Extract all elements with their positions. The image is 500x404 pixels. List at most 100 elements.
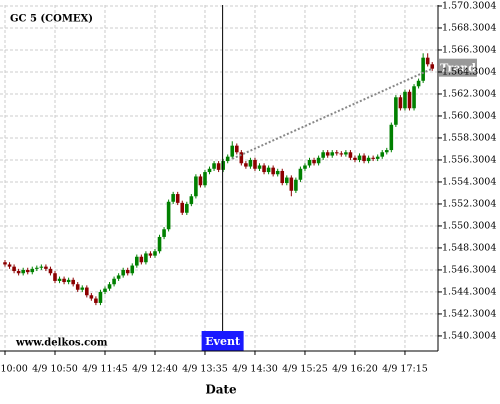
x-tick-label: 4/9 15:25 (282, 364, 328, 375)
candle-body (316, 157, 321, 164)
candle-body (371, 157, 375, 159)
candle-body (271, 167, 275, 175)
event-label-box (201, 331, 244, 351)
candle-body (80, 287, 85, 290)
candle-body (185, 203, 189, 213)
candle-body (66, 279, 71, 283)
candle-body (139, 256, 144, 263)
y-tick-label: 1.568.3004 (442, 22, 496, 33)
candle-body (207, 168, 212, 173)
candle-body (239, 152, 244, 164)
candle-body (221, 161, 225, 170)
y-tick-label: 1.556.3004 (442, 154, 496, 165)
candle-body (430, 64, 435, 69)
chart-title: GC 5 (COMEX) (10, 14, 93, 25)
candle-body (325, 152, 330, 156)
candle-body (294, 179, 298, 191)
candle-body (30, 268, 35, 273)
candle-body (416, 80, 421, 87)
y-tick-label: 1.560.3004 (442, 110, 496, 121)
candle-body (75, 284, 80, 290)
candle-body (362, 155, 366, 162)
watermark: www.delkos.com (15, 338, 108, 349)
y-tick-label: 1.570.3004 (442, 0, 496, 11)
candle-body (366, 157, 371, 162)
candle-body (212, 163, 216, 169)
candle-body (407, 91, 412, 109)
y-tick-label: 1.550.3004 (442, 220, 496, 231)
candle-body (12, 266, 16, 272)
x-tick-label: 4/9 16:20 (332, 364, 378, 375)
candle-body (85, 287, 89, 296)
candle-body (53, 273, 57, 281)
candle-body (284, 177, 289, 184)
candle-body (71, 279, 75, 285)
candle-body (171, 194, 175, 202)
y-tick-label: 1.554.3004 (442, 176, 496, 187)
candle-body (357, 155, 362, 160)
candle-body (266, 167, 271, 173)
candle-body (157, 236, 162, 252)
y-tick-label: 1.552.3004 (442, 198, 496, 209)
candle-body (121, 269, 125, 276)
event-label: Event (205, 335, 241, 348)
x-tick-label: 4/9 14:30 (232, 364, 278, 375)
candle-body (98, 291, 103, 303)
candle-body (225, 156, 230, 162)
candle-body (403, 91, 407, 109)
candle-body (135, 256, 139, 266)
candle-body (7, 264, 12, 267)
candle-body (425, 57, 430, 65)
candle-body (203, 172, 207, 186)
x-tick-label: 4/9 11:45 (82, 364, 128, 375)
candle-body (25, 269, 30, 273)
x-tick-label: 4/9 13:35 (182, 364, 228, 375)
candle-body (339, 153, 344, 155)
candle-body (3, 262, 7, 265)
candle-body (103, 288, 107, 292)
y-tick-label: 1.540.3004 (442, 330, 496, 341)
trend-label-box (439, 58, 477, 77)
candle-body (39, 266, 44, 268)
y-tick-label: 1.564.3004 (442, 66, 496, 77)
candle-body (107, 284, 112, 289)
candle-body (244, 163, 248, 167)
candle-body (321, 152, 325, 158)
candle-body (275, 170, 280, 175)
candle-body (230, 145, 235, 157)
candle-body (21, 269, 25, 274)
candle-body (189, 196, 194, 204)
x-tick-label: 4/9 12:40 (132, 364, 178, 375)
candle-body (44, 266, 48, 269)
x-axis-label: Date (205, 383, 237, 397)
candle-body (198, 176, 203, 186)
overlays: Trend Event (201, 5, 477, 351)
y-tick-label: 1.562.3004 (442, 88, 496, 99)
candle-body (280, 170, 285, 184)
candle-body (234, 145, 239, 153)
candle-body (130, 265, 135, 274)
candle-body (166, 201, 171, 230)
x-tick-label: 4/9 10:00 (0, 364, 28, 375)
candles (3, 53, 435, 306)
y-tick-label: 1.544.3004 (442, 286, 496, 297)
candle-body (144, 253, 148, 263)
candle-body (421, 57, 425, 81)
candle-body (153, 251, 157, 256)
candle-body (303, 165, 307, 169)
candle-body (216, 163, 221, 170)
candle-body (89, 295, 94, 299)
candle-body (389, 124, 394, 151)
candle-body (348, 152, 353, 158)
candle-body (353, 157, 357, 160)
candle-body (57, 278, 62, 281)
candle-body (330, 152, 335, 156)
candle-body (94, 298, 98, 303)
candle-body (312, 159, 316, 164)
candle-body (62, 278, 66, 283)
candle-body (35, 267, 39, 269)
candle-body (116, 275, 121, 279)
candle-body (380, 152, 385, 157)
